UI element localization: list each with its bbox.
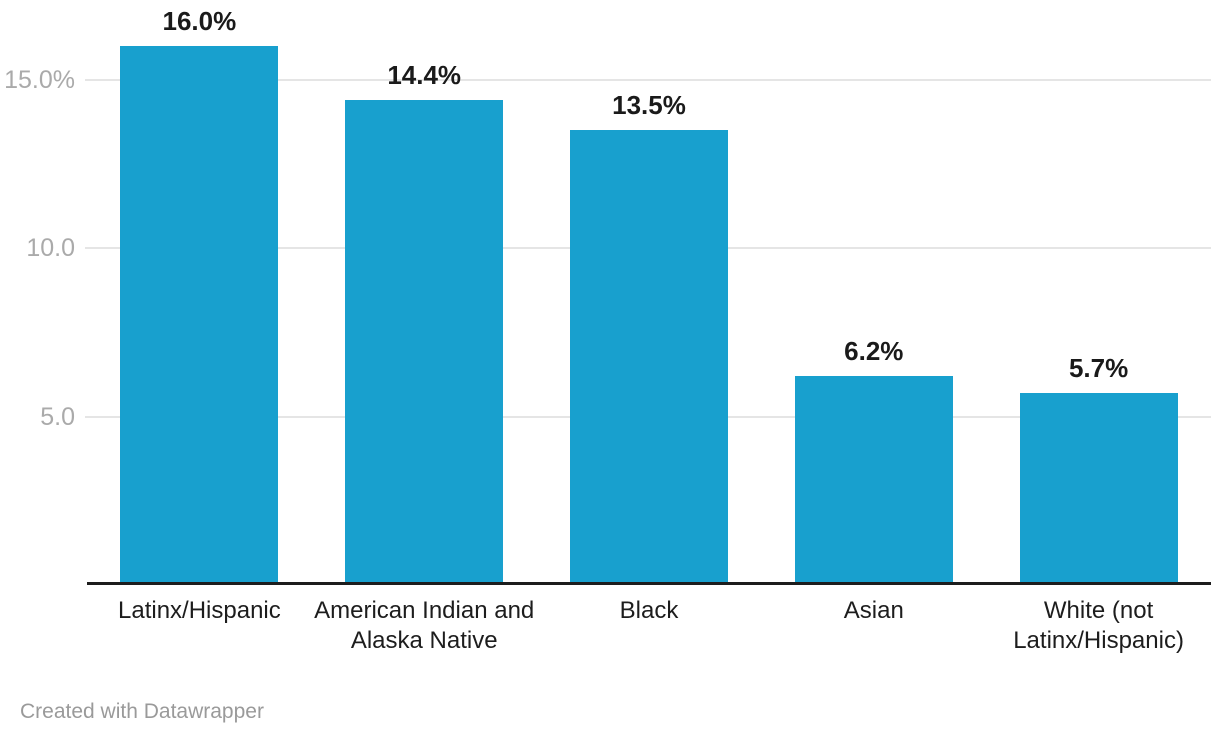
y-tick-label: 10.0 [26,234,75,262]
bar [120,45,279,585]
bar-value-label: 16.0% [162,5,237,36]
bar-value-label: 14.4% [387,59,462,90]
y-tick-label: 15.0% [4,65,75,94]
bar [1019,392,1178,585]
y-tick-label: 5.0 [40,402,75,431]
bar-value-label: 6.2% [844,336,904,367]
attribution-text: Created with Datawrapper [20,700,264,723]
category-label: Asian [843,597,904,624]
category-label: Latinx/Hispanic [118,597,281,624]
bar-value-label: 5.7% [1068,352,1129,383]
y-gridline [85,78,1211,81]
category-label: Black [619,597,679,624]
bar [570,130,728,585]
x-axis-line [87,582,1211,585]
bar [794,376,953,585]
category-label: White (not Latinx/Hispanic) [1013,597,1184,654]
category-label: American Indian and Alaska Native [314,597,535,654]
bar [345,99,504,585]
bar-value-label: 13.5% [612,90,686,121]
